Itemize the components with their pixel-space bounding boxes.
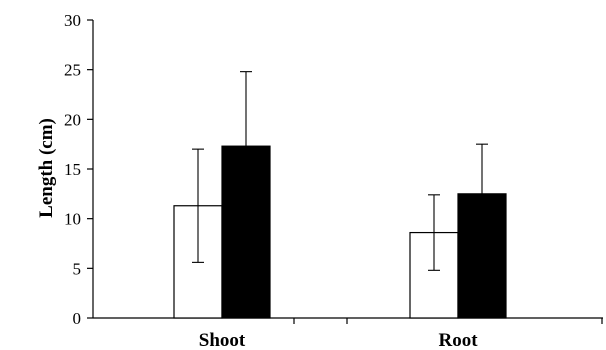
y-tick-label: 25 — [64, 61, 81, 80]
x-axis — [93, 317, 603, 324]
y-tick-label: 5 — [73, 259, 82, 278]
y-tick-label: 15 — [64, 160, 81, 179]
y-tick-label: 10 — [64, 210, 81, 229]
y-tick-label: 20 — [64, 110, 81, 129]
error-bars — [192, 71, 488, 271]
y-tick-label: 0 — [73, 309, 82, 328]
error-bar-root-series-1 — [428, 194, 440, 271]
y-tick-label: 30 — [64, 11, 81, 30]
category-label-root: Root — [438, 330, 478, 350]
error-bar-shoot-series-2 — [240, 71, 252, 222]
error-bar-shoot-series-1 — [192, 148, 204, 263]
y-axis: 0 5 10 15 20 25 30 — [64, 11, 94, 328]
category-labels: Shoot Root — [199, 330, 478, 350]
bars — [173, 145, 507, 319]
y-axis-title: Length (cm) — [36, 118, 57, 218]
category-label-shoot: Shoot — [199, 330, 246, 350]
error-bar-root-series-2 — [476, 143, 488, 245]
